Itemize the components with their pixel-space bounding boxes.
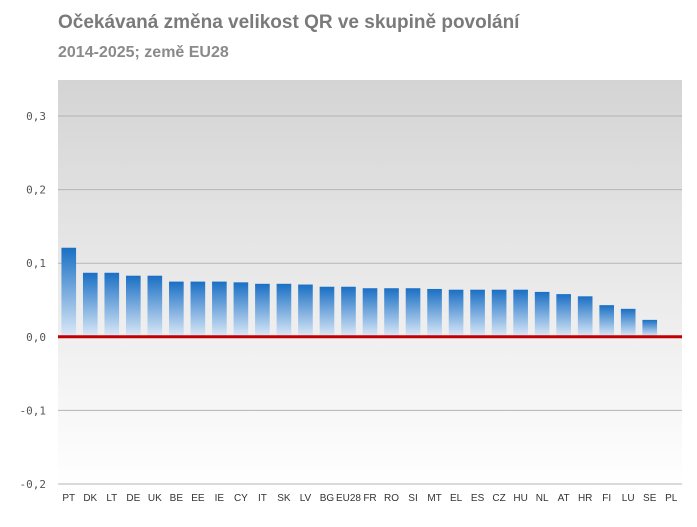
bar-ro: [384, 288, 399, 337]
x-tick-label: MT: [427, 493, 441, 504]
bar-lt: [104, 272, 120, 337]
bar-eu28: [341, 286, 356, 337]
bar-cz: [491, 289, 507, 337]
bar-hr: [577, 296, 593, 337]
x-tick-label: IT: [258, 493, 267, 504]
x-tick-label: FR: [363, 493, 376, 504]
x-tick-label: SI: [408, 493, 417, 504]
x-tick-label: CZ: [492, 493, 505, 504]
bars: [61, 247, 658, 337]
bar-es: [470, 289, 485, 337]
x-tick-label: LT: [106, 493, 117, 504]
bar-fi: [599, 305, 615, 337]
x-tick-label: HR: [578, 493, 592, 504]
bar-lv: [298, 284, 313, 337]
x-tick-label: ES: [471, 493, 485, 504]
bar-de: [125, 275, 141, 337]
bar-mt: [427, 288, 442, 337]
x-tick-label: PL: [665, 493, 678, 504]
bar-ee: [190, 281, 206, 337]
x-tick-label: DK: [83, 493, 97, 504]
y-tick-label: -0,2: [20, 478, 47, 491]
x-tick-label: BG: [320, 493, 335, 504]
x-tick-label: FI: [602, 493, 611, 504]
x-tick-label: SE: [643, 493, 657, 504]
bar-hu: [513, 289, 528, 337]
bar-el: [448, 289, 464, 337]
bar-pt: [61, 247, 77, 337]
x-tick-label: DE: [126, 493, 140, 504]
bar-sk: [276, 283, 292, 337]
x-tick-label: LU: [622, 493, 635, 504]
chart-title: Očekávaná změna velikost QR ve skupině p…: [58, 12, 520, 33]
x-tick-label: NL: [536, 493, 549, 504]
x-axis-ticks: PT DK LT DE UK BE EE IE CY IT SK LV BG EU28 FR RO SI MT EL…: [62, 493, 677, 504]
bar-fr: [362, 288, 378, 337]
y-tick-label: 0,2: [26, 184, 46, 197]
gridlines: [58, 115, 682, 485]
x-tick-label: EU28: [336, 493, 361, 504]
x-tick-label: AT: [558, 493, 570, 504]
bar-be: [169, 281, 184, 337]
x-tick-label: SK: [277, 493, 291, 504]
y-tick-label: 0,0: [26, 331, 46, 344]
x-tick-label: IE: [215, 493, 225, 504]
bar-lu: [620, 308, 636, 337]
x-tick-label: EL: [450, 493, 463, 504]
bar-si: [405, 288, 421, 337]
bar-ie: [212, 281, 227, 337]
bar-se: [642, 319, 658, 337]
x-tick-label: UK: [148, 493, 162, 504]
x-tick-label: RO: [384, 493, 399, 504]
bar-it: [255, 283, 270, 337]
x-tick-label: EE: [191, 493, 205, 504]
x-tick-label: HU: [513, 493, 527, 504]
x-tick-label: PT: [62, 493, 75, 504]
y-tick-label: 0,1: [26, 257, 46, 270]
bar-dk: [82, 272, 98, 337]
y-tick-label: 0,3: [26, 110, 46, 123]
chart-subtitle: 2014-2025; země EU28: [58, 44, 229, 61]
bar-uk: [147, 275, 163, 337]
bar-nl: [534, 291, 550, 337]
x-tick-label: LV: [300, 493, 312, 504]
bar-cy: [233, 282, 249, 337]
x-tick-label: BE: [170, 493, 184, 504]
bar-bg: [319, 286, 335, 337]
x-tick-label: CY: [234, 493, 248, 504]
y-axis-ticks: 0,3 0,2 0,1 0,0 -0,1 -0,2: [20, 110, 47, 491]
y-tick-label: -0,1: [20, 404, 47, 417]
bar-at: [556, 294, 571, 337]
